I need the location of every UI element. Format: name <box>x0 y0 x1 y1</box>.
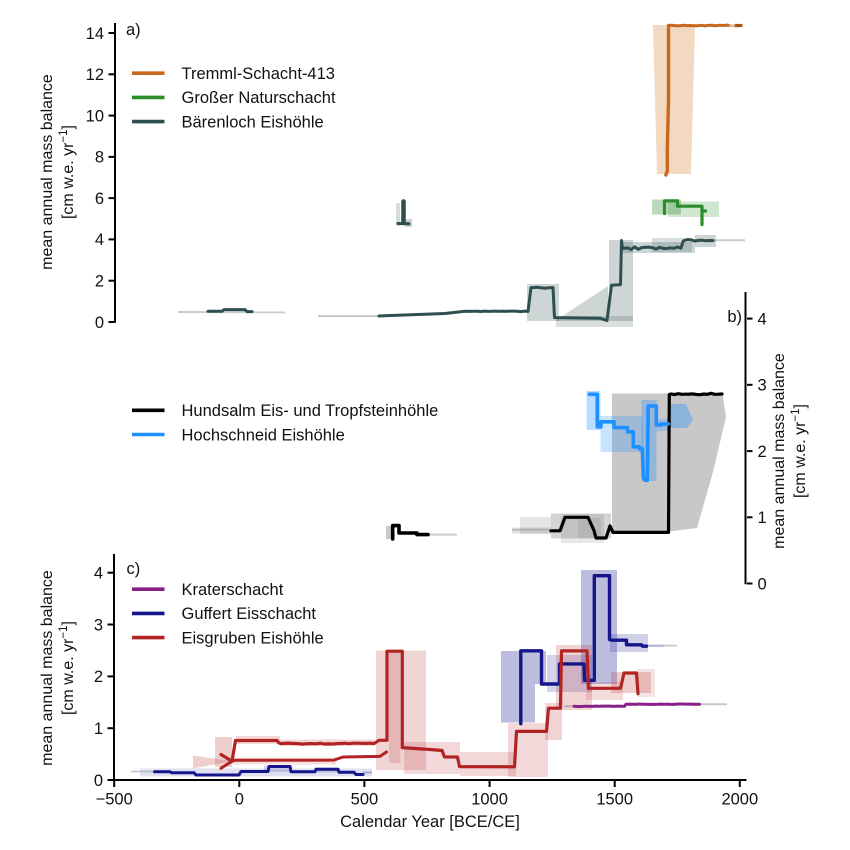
svg-text:14: 14 <box>86 25 104 43</box>
svg-text:Hundsalm Eis- und Tropfsteinhö: Hundsalm Eis- und Tropfsteinhöhle <box>182 402 439 420</box>
svg-text:0: 0 <box>95 314 104 332</box>
svg-text:2: 2 <box>95 273 104 291</box>
svg-text:6: 6 <box>95 190 104 208</box>
svg-text:mean annual mass balance: mean annual mass balance <box>771 353 788 549</box>
svg-text:2: 2 <box>758 443 767 461</box>
svg-text:4: 4 <box>94 565 103 583</box>
svg-text:[cm w.e. yr−1]: [cm w.e. yr−1] <box>790 404 809 498</box>
svg-text:3: 3 <box>94 616 103 634</box>
svg-text:3: 3 <box>758 377 767 395</box>
svg-text:Hochschneid Eishöhle: Hochschneid Eishöhle <box>182 426 345 444</box>
svg-text:mean annual mass balance: mean annual mass balance <box>39 570 56 766</box>
svg-text:2: 2 <box>94 668 103 686</box>
svg-text:[cm w.e. yr−1]: [cm w.e. yr−1] <box>58 125 77 219</box>
svg-text:Guffert Eisschacht: Guffert Eisschacht <box>182 605 317 623</box>
svg-text:4: 4 <box>95 231 104 249</box>
svg-text:mean annual mass balance: mean annual mass balance <box>39 74 56 270</box>
svg-text:c): c) <box>127 560 141 578</box>
svg-text:0: 0 <box>758 575 767 593</box>
svg-text:1000: 1000 <box>471 791 508 809</box>
svg-text:[cm w.e. yr−1]: [cm w.e. yr−1] <box>58 621 77 715</box>
svg-text:−500: −500 <box>96 791 133 809</box>
svg-text:0: 0 <box>235 791 244 809</box>
svg-text:Tremml-Schacht-413: Tremml-Schacht-413 <box>182 65 335 83</box>
svg-text:Kraterschacht: Kraterschacht <box>182 581 284 599</box>
svg-text:0: 0 <box>94 772 103 790</box>
svg-text:12: 12 <box>86 66 104 84</box>
svg-text:10: 10 <box>86 107 104 125</box>
svg-text:Großer Naturschacht: Großer Naturschacht <box>182 89 336 107</box>
svg-text:1: 1 <box>94 720 103 738</box>
svg-text:a): a) <box>126 21 141 39</box>
svg-text:1500: 1500 <box>596 791 633 809</box>
svg-text:500: 500 <box>351 791 379 809</box>
svg-text:Eisgruben Eishöhle: Eisgruben Eishöhle <box>182 629 324 647</box>
svg-text:Calendar Year [BCE/CE]: Calendar Year [BCE/CE] <box>340 813 520 831</box>
svg-text:2000: 2000 <box>721 791 758 809</box>
svg-text:1: 1 <box>758 509 767 527</box>
svg-text:Bärenloch Eishöhle: Bärenloch Eishöhle <box>182 113 324 131</box>
svg-text:8: 8 <box>95 149 104 167</box>
svg-text:4: 4 <box>758 310 767 328</box>
svg-text:b): b) <box>727 308 742 326</box>
